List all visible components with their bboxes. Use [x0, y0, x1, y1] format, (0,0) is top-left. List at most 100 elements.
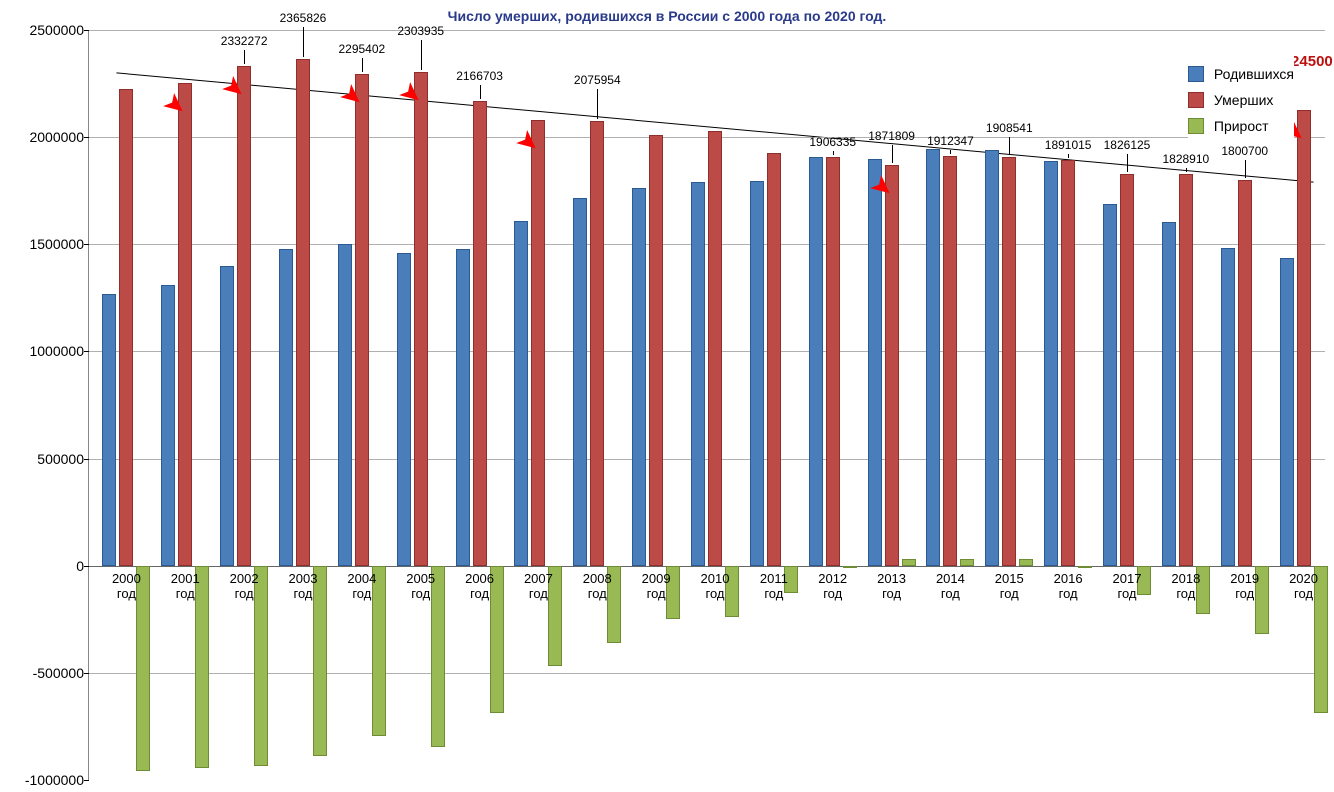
- bar-born: [514, 221, 528, 566]
- bar-deaths: [531, 120, 545, 566]
- y-tick-label: 2000000: [4, 129, 84, 145]
- data-label: 2075954: [574, 73, 621, 87]
- label-leader: [1009, 137, 1010, 155]
- bar-born: [691, 182, 705, 565]
- bar-born: [1044, 161, 1058, 566]
- y-tickmark: [84, 459, 89, 460]
- bar-deaths: [649, 135, 663, 566]
- data-label: 2295402: [338, 42, 385, 56]
- legend-item-growth: Прирост: [1188, 118, 1294, 134]
- x-category-label: 2009год: [627, 572, 686, 602]
- bar-deaths: [1179, 174, 1193, 566]
- y-tick-label: 1000000: [4, 343, 84, 359]
- data-label: 1891015: [1045, 138, 1092, 152]
- bar-deaths: [1061, 160, 1075, 565]
- bar-deaths: [1297, 110, 1311, 565]
- bar-born: [632, 188, 646, 566]
- x-category-label: 2015год: [980, 572, 1039, 602]
- bar-born: [809, 157, 823, 566]
- legend-item-deaths: Умерших: [1188, 92, 1294, 108]
- bar-born: [220, 266, 234, 565]
- y-tick-label: -500000: [4, 665, 84, 681]
- x-category-label: 2019год: [1215, 572, 1274, 602]
- data-label: 2332272: [221, 34, 268, 48]
- label-leader: [1245, 160, 1246, 178]
- bar-deaths: [590, 121, 604, 566]
- x-category-label: 2003год: [274, 572, 333, 602]
- label-leader: [833, 151, 834, 155]
- bar-born: [1280, 258, 1294, 566]
- y-tickmark: [84, 30, 89, 31]
- bar-deaths: [1002, 157, 1016, 566]
- plot-area: 2000год2001год2002год2003год2004год2005г…: [88, 30, 1325, 780]
- x-category-label: 2000год: [97, 572, 156, 602]
- x-category-label: 2001год: [156, 572, 215, 602]
- legend-item-born: Родившихся: [1188, 66, 1294, 82]
- y-tick-label: 2500000: [4, 22, 84, 38]
- label-leader: [1127, 154, 1128, 172]
- bar-born: [161, 285, 175, 566]
- y-tickmark: [84, 673, 89, 674]
- bar-deaths: [178, 83, 192, 566]
- bar-deaths: [1120, 174, 1134, 565]
- y-tickmark: [84, 244, 89, 245]
- x-category-label: 2013год: [862, 572, 921, 602]
- label-leader: [1068, 154, 1069, 158]
- bar-born: [985, 150, 999, 566]
- bar-deaths: [708, 131, 722, 566]
- x-category-label: 2006год: [450, 572, 509, 602]
- gridline: [89, 30, 1325, 31]
- bar-deaths: [237, 66, 251, 566]
- x-category-label: 2014год: [921, 572, 980, 602]
- label-leader: [480, 85, 481, 99]
- data-label: 2365826: [280, 11, 327, 25]
- bar-born: [926, 149, 940, 565]
- data-label: 1826125: [1104, 138, 1151, 152]
- data-label: 2166703: [456, 69, 503, 83]
- legend: Родившихся Умерших Прирост: [1188, 56, 1294, 144]
- legend-swatch-born: [1188, 66, 1204, 82]
- bar-deaths: [296, 59, 310, 566]
- x-category-label: 2018год: [1156, 572, 1215, 602]
- bar-born: [456, 249, 470, 566]
- data-label: 1912347: [927, 134, 974, 148]
- y-tickmark: [84, 780, 89, 781]
- bar-deaths: [943, 156, 957, 566]
- bar-deaths: [355, 74, 369, 566]
- bar-growth: [902, 559, 916, 566]
- bar-growth: [960, 559, 974, 566]
- gridline: [89, 673, 1325, 674]
- y-tickmark: [84, 137, 89, 138]
- bar-born: [1221, 248, 1235, 565]
- bar-born: [573, 198, 587, 565]
- bar-deaths: [885, 165, 899, 566]
- bar-growth: [1019, 559, 1033, 566]
- bar-deaths: [767, 153, 781, 566]
- legend-swatch-deaths: [1188, 92, 1204, 108]
- bar-born: [338, 244, 352, 566]
- chart-container: Число умерших, родившихся в России с 200…: [0, 0, 1334, 792]
- bar-deaths: [473, 101, 487, 565]
- bar-born: [102, 294, 116, 565]
- label-leader: [597, 89, 598, 119]
- y-tick-label: 0: [4, 558, 84, 574]
- bar-born: [1162, 222, 1176, 566]
- x-category-label: 2005год: [391, 572, 450, 602]
- bar-growth: [1078, 566, 1092, 568]
- data-label: 1871809: [868, 129, 915, 143]
- x-category-label: 2010год: [686, 572, 745, 602]
- bar-deaths: [414, 72, 428, 566]
- x-category-label: 2016год: [1039, 572, 1098, 602]
- x-category-label: 2017год: [1098, 572, 1157, 602]
- bar-deaths: [826, 157, 840, 566]
- bar-deaths: [119, 89, 133, 566]
- legend-label-deaths: Умерших: [1214, 92, 1274, 108]
- label-leader: [244, 50, 245, 64]
- y-tick-label: 500000: [4, 451, 84, 467]
- data-label: 1828910: [1162, 152, 1209, 166]
- label-leader: [1186, 168, 1187, 172]
- bar-born: [750, 181, 764, 566]
- label-leader: [892, 145, 893, 163]
- x-category-label: 2008год: [568, 572, 627, 602]
- label-leader: [362, 58, 363, 72]
